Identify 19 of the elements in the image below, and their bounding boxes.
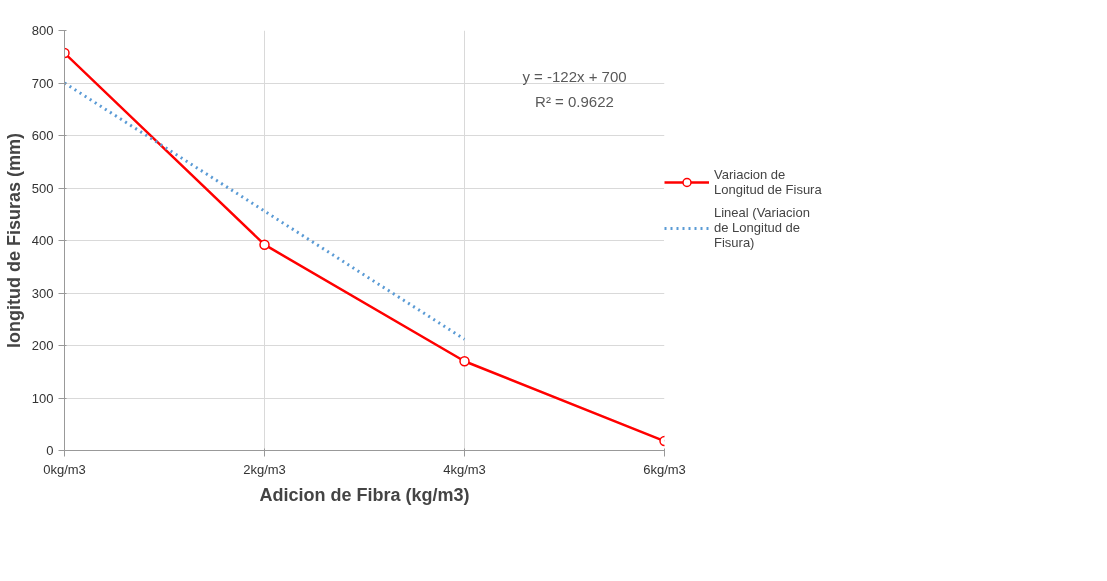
y-axis-title: longitud de Fisuras (mm) <box>3 132 24 348</box>
y-tick-label: 100 <box>31 390 54 406</box>
y-tick-label: 0 <box>46 443 54 458</box>
y-tick-label: 700 <box>31 75 54 91</box>
legend-label: Variacion de Longitud de Fisura <box>714 167 822 197</box>
x-tick-label: 6kg/m3 <box>643 461 686 477</box>
y-tick-label: 200 <box>31 338 54 353</box>
y-tick-label: 600 <box>31 128 54 143</box>
y-tick-label: 500 <box>31 180 54 196</box>
x-tick-label: 0kg/m3 <box>43 461 86 477</box>
x-tick-label: 4kg/m3 <box>443 461 486 477</box>
x-tick-label: 2kg/m3 <box>243 461 286 477</box>
x-axis-title: Adicion de Fibra (kg/m3) <box>259 484 470 505</box>
y-tick-label: 400 <box>31 233 54 248</box>
annotation: R² = 0.9622 <box>535 93 614 111</box>
annotation: y = -122x + 700 <box>522 68 627 86</box>
legend-label: Lineal (Variacion de Longitud de Fisura) <box>714 205 810 250</box>
y-tick-label: 300 <box>31 285 54 301</box>
y-tick-label: 800 <box>31 23 54 38</box>
